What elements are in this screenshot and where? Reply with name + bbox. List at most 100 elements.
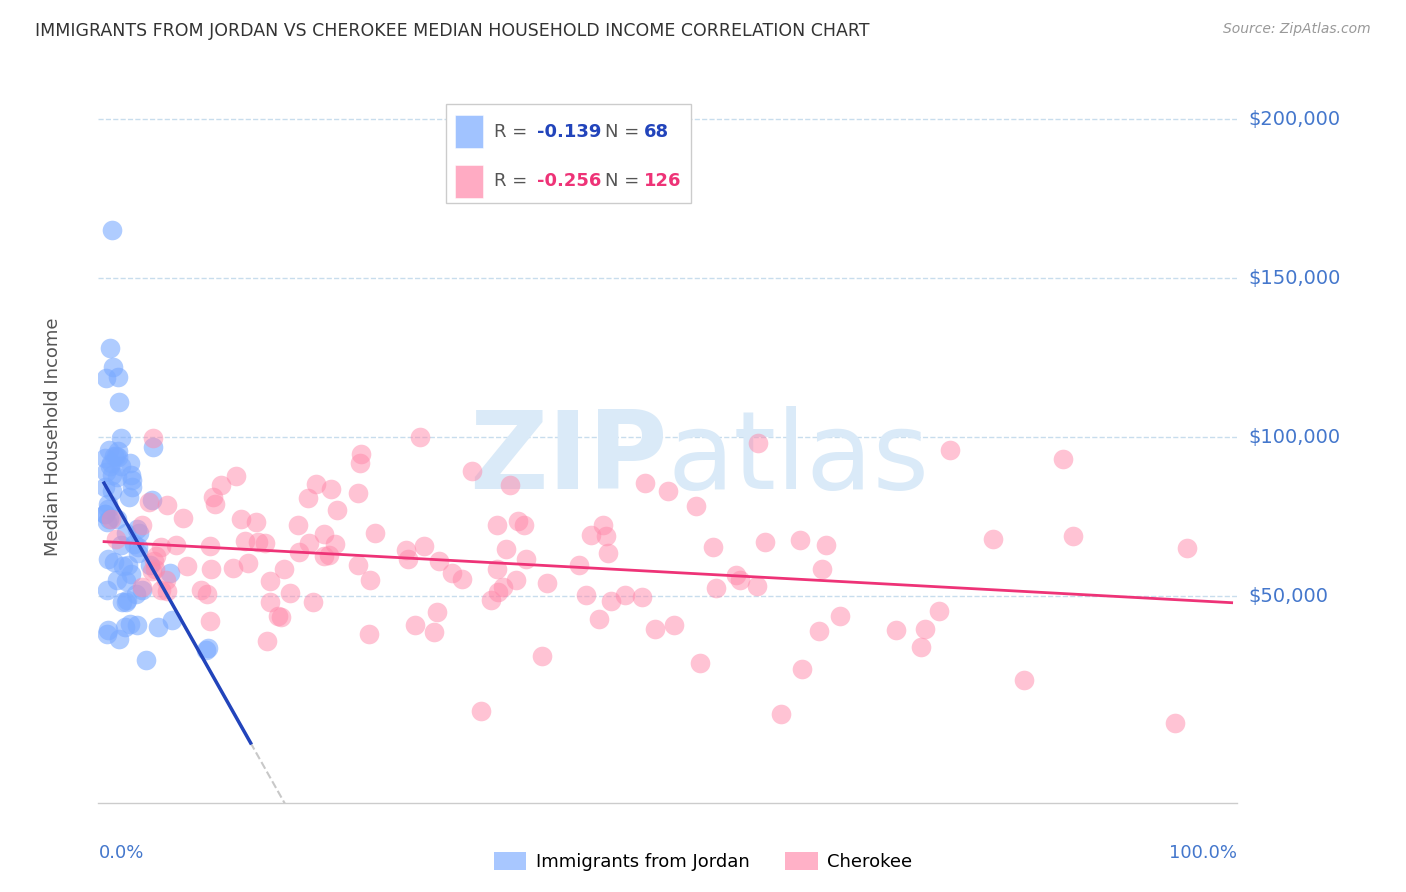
Point — [111, 595, 134, 609]
Point — [97, 497, 120, 511]
Point — [105, 532, 128, 546]
Point — [910, 640, 932, 654]
Point — [359, 573, 381, 587]
Point — [172, 511, 194, 525]
Point — [297, 491, 319, 505]
Point — [233, 533, 256, 548]
Point — [121, 480, 143, 494]
Point — [131, 583, 153, 598]
Point — [131, 580, 153, 594]
Point — [194, 643, 217, 657]
Point — [730, 573, 752, 587]
Point — [198, 614, 221, 628]
Point — [97, 623, 120, 637]
Point — [304, 476, 326, 491]
Point — [94, 507, 117, 521]
Point — [747, 436, 769, 450]
Point — [139, 558, 162, 572]
Point — [127, 540, 149, 554]
Point — [531, 648, 554, 663]
Text: ZIP: ZIP — [470, 406, 668, 512]
Point — [121, 473, 143, 487]
Point — [256, 634, 278, 648]
Point — [107, 444, 129, 458]
Point — [613, 588, 636, 602]
Point — [815, 538, 838, 552]
Text: $150,000: $150,000 — [1249, 268, 1341, 287]
Point — [128, 525, 150, 540]
Point — [105, 573, 128, 587]
Point — [231, 511, 253, 525]
Point — [470, 704, 492, 718]
Text: Source: ZipAtlas.com: Source: ZipAtlas.com — [1223, 22, 1371, 37]
Point — [101, 360, 124, 375]
Point — [114, 574, 136, 588]
Point — [103, 449, 125, 463]
Point — [928, 604, 950, 618]
Point — [165, 538, 187, 552]
Text: N =: N = — [605, 172, 645, 190]
Point — [141, 565, 163, 579]
Point — [461, 464, 484, 478]
Point — [319, 483, 342, 497]
Point — [238, 556, 260, 570]
Point — [981, 532, 1004, 546]
Point — [96, 515, 118, 529]
Point — [725, 568, 748, 582]
Point — [347, 558, 370, 572]
Point — [754, 534, 776, 549]
Point — [828, 608, 851, 623]
Point — [288, 545, 311, 559]
Point — [512, 518, 534, 533]
Point — [104, 450, 127, 464]
Point — [1062, 529, 1084, 543]
Point — [100, 484, 122, 499]
Point — [225, 469, 247, 483]
Point — [270, 609, 292, 624]
Point — [142, 441, 165, 455]
Point — [704, 582, 727, 596]
Text: $50,000: $50,000 — [1249, 587, 1329, 606]
Point — [141, 492, 163, 507]
Point — [246, 535, 269, 549]
Point — [105, 512, 128, 526]
Point — [202, 490, 225, 504]
Point — [914, 622, 936, 636]
Point — [118, 490, 141, 504]
Text: -0.256: -0.256 — [537, 172, 602, 190]
Text: -0.139: -0.139 — [537, 123, 602, 141]
Point — [98, 512, 121, 526]
Point — [115, 593, 138, 607]
Text: $200,000: $200,000 — [1249, 110, 1340, 128]
Point — [702, 540, 724, 554]
Point — [103, 555, 125, 569]
Point — [120, 468, 142, 483]
Point — [595, 529, 617, 543]
Point — [568, 558, 591, 572]
Point — [200, 562, 222, 576]
Point — [426, 605, 449, 619]
Point — [112, 559, 135, 574]
Point — [312, 527, 335, 541]
Point — [486, 585, 509, 599]
Point — [150, 583, 173, 598]
Point — [100, 456, 122, 470]
Text: 68: 68 — [644, 123, 669, 141]
Point — [122, 537, 145, 551]
Point — [404, 618, 426, 632]
Point — [120, 567, 142, 582]
Point — [209, 478, 232, 492]
Point — [318, 548, 340, 562]
Point — [631, 590, 654, 604]
Point — [155, 573, 177, 587]
Point — [395, 543, 418, 558]
Point — [98, 459, 121, 474]
Point — [1164, 716, 1187, 731]
Point — [479, 593, 502, 607]
Point — [159, 566, 181, 581]
Point — [108, 394, 131, 409]
Text: $100,000: $100,000 — [1249, 427, 1340, 447]
Point — [114, 595, 136, 609]
Point — [301, 595, 323, 609]
Point — [792, 662, 814, 676]
